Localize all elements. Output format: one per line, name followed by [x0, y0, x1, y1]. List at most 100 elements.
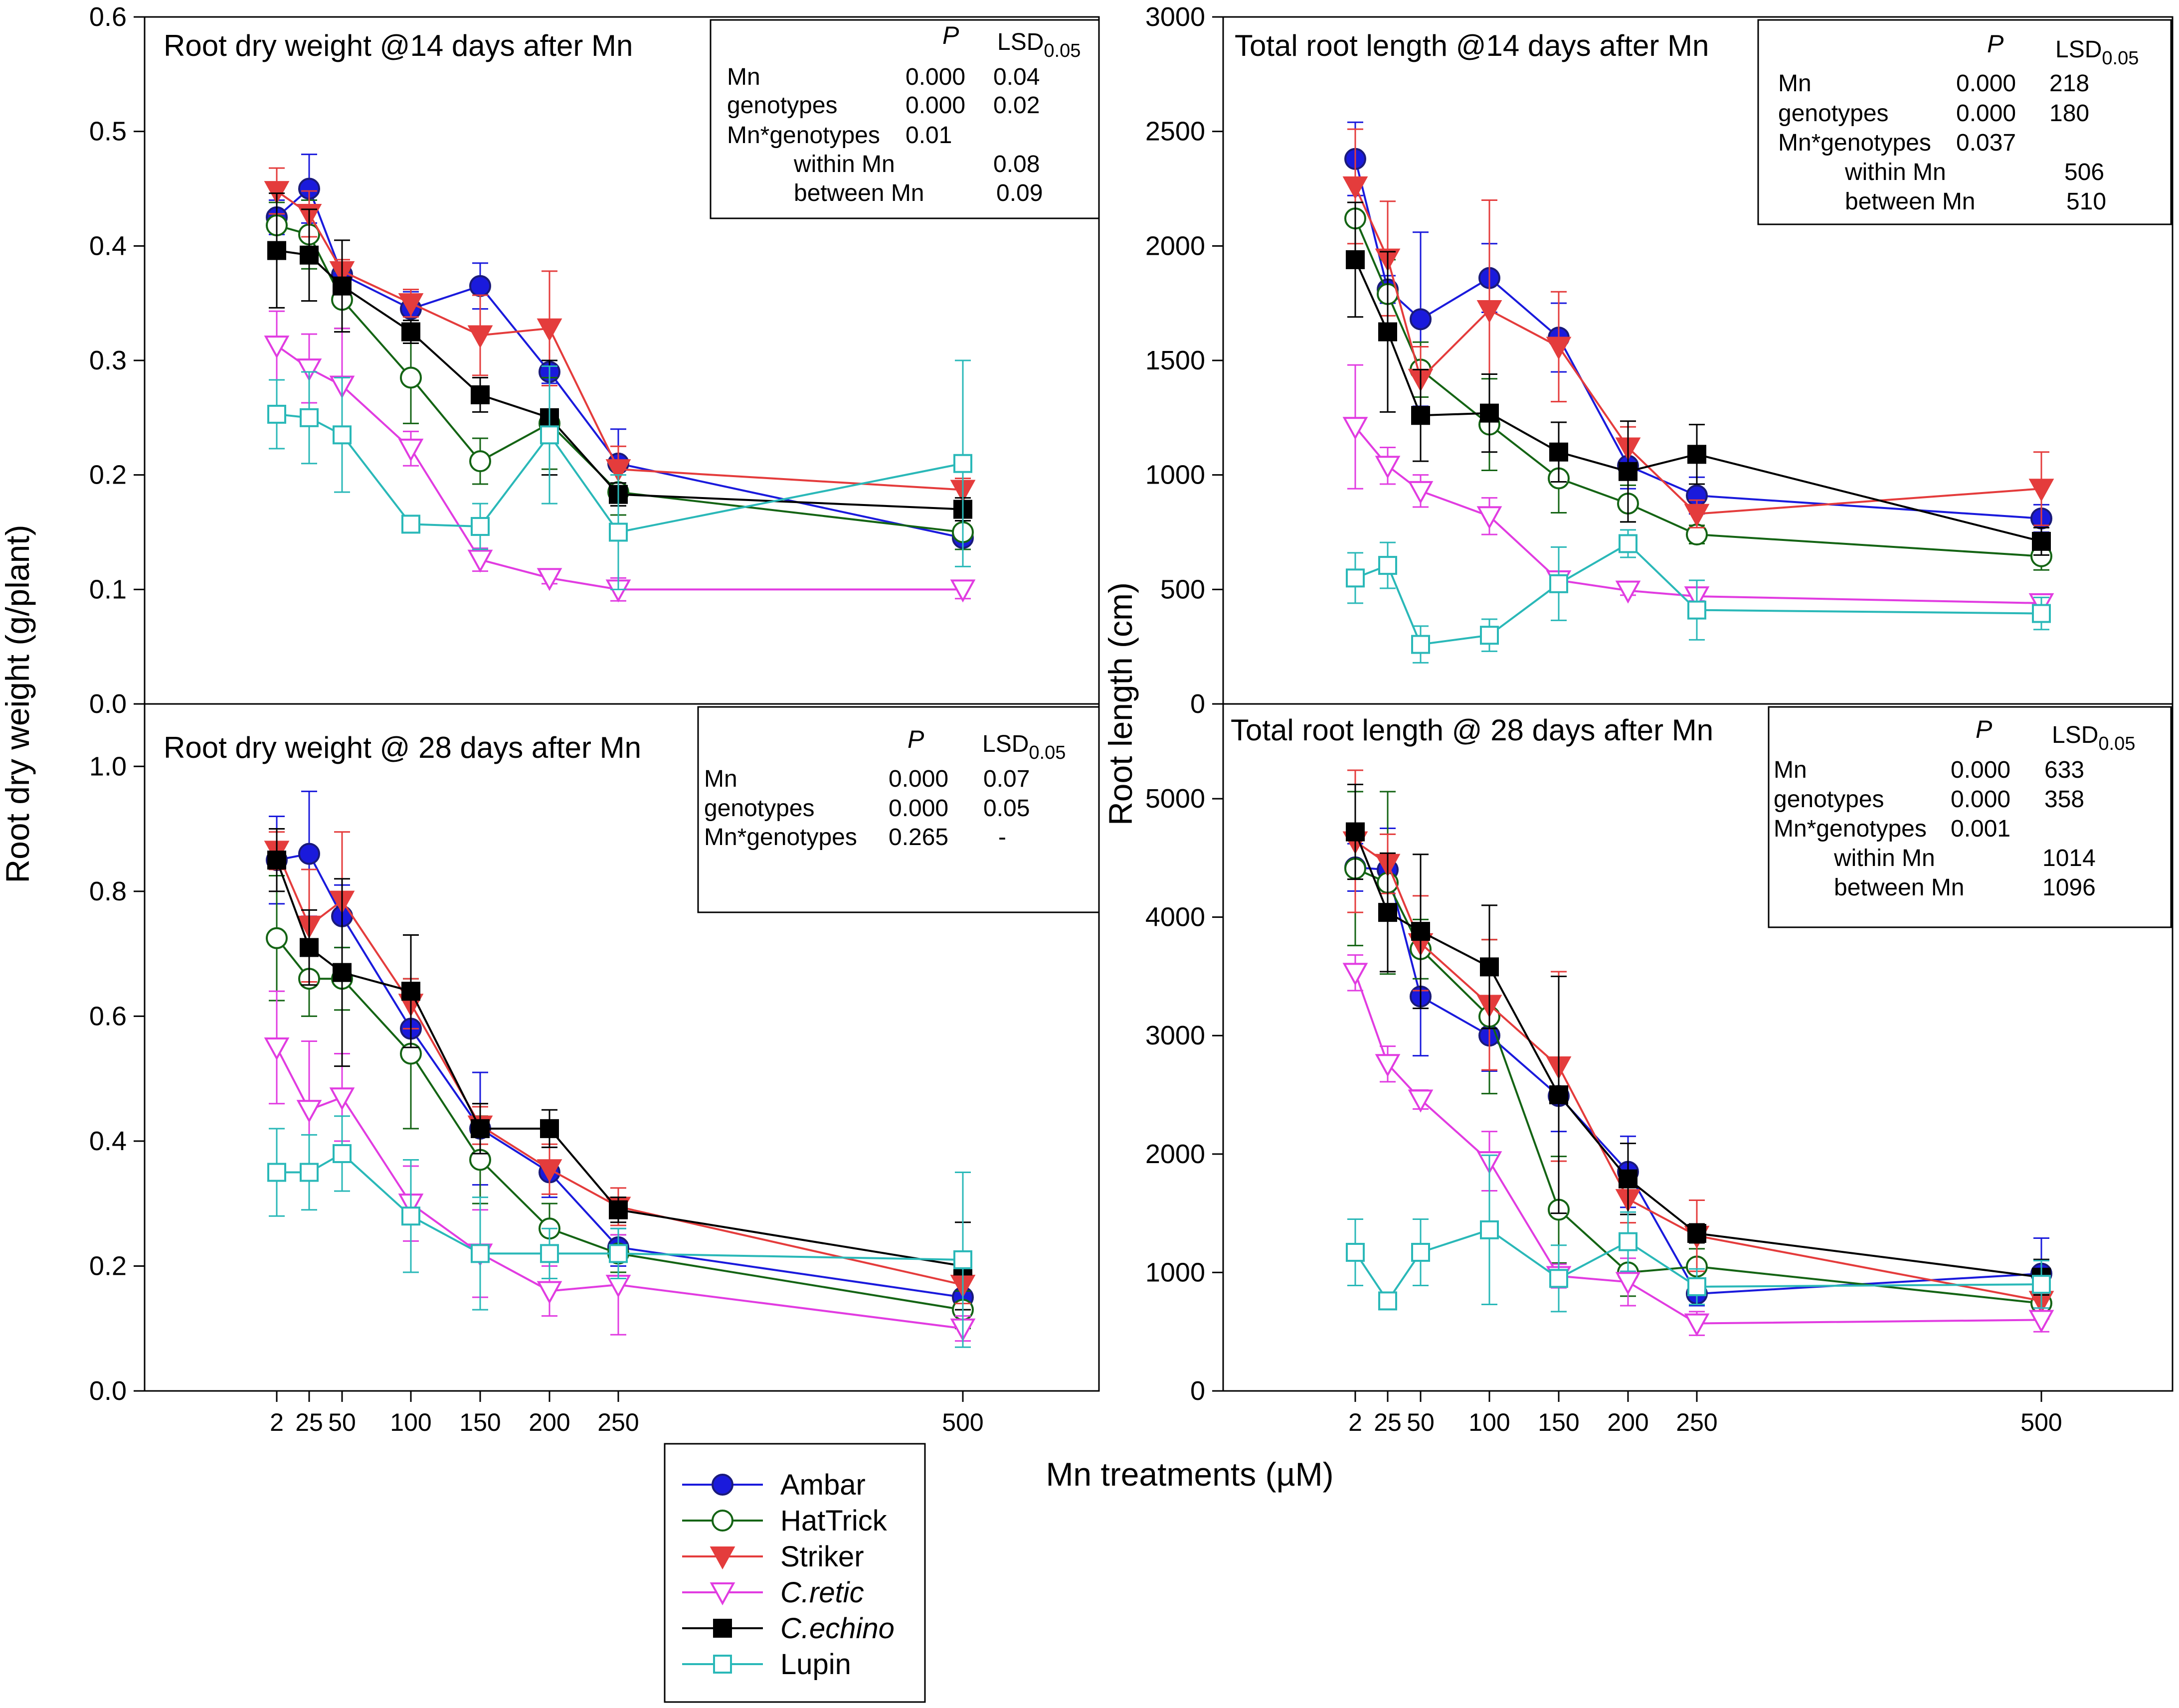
data-point — [300, 245, 319, 265]
legend-label: HatTrick — [780, 1505, 888, 1537]
data-point — [950, 579, 976, 603]
y-tick-label: 0 — [1190, 1376, 1205, 1406]
panel-title: Root dry weight @ 28 days after Mn — [164, 731, 641, 764]
stats-row-p: 0.000 — [906, 64, 965, 90]
data-point — [1476, 506, 1502, 529]
data-point — [296, 358, 322, 382]
series-c-echino — [1346, 201, 2051, 556]
data-point — [2028, 1310, 2054, 1333]
y-tick-label: 3000 — [1145, 2, 1205, 32]
stats-row-label: genotypes — [727, 92, 838, 119]
stats-row-label: Mn*genotypes — [1778, 130, 1931, 156]
y-tick-label: 2000 — [1145, 231, 1205, 261]
plot-frame — [1222, 703, 2174, 1392]
y-tick-label: 0 — [1190, 689, 1205, 719]
y-tick-label: 2000 — [1145, 1139, 1205, 1169]
y-axis: 0.0 0.1 0.2 0.3 0.4 0.5 0.6 — [89, 2, 145, 719]
series-line — [1354, 218, 2042, 557]
y-tick-label: 2500 — [1145, 117, 1205, 147]
data-point — [329, 1087, 355, 1111]
x-tick-label: 25 — [295, 1408, 323, 1436]
data-point — [1480, 957, 1499, 977]
data-point — [1480, 626, 1499, 645]
stats-header-p: P — [1976, 715, 1993, 743]
data-point — [2032, 1275, 2051, 1294]
legend-marker — [710, 1582, 735, 1606]
data-point — [1687, 1224, 1706, 1243]
panel-title: Total root length @14 days after Mn — [1235, 29, 1709, 62]
stats-row-label: Mn — [1778, 70, 1812, 97]
legend-marker — [712, 1474, 733, 1496]
data-point — [1408, 481, 1434, 504]
stats-row-label: Mn*genotypes — [704, 824, 857, 851]
x-tick-label: 200 — [529, 1408, 570, 1436]
axes: 0 1000 2000 3000 4000 5000 2 25 50 100 150 200 250 50… — [1145, 784, 2062, 1436]
data-point — [471, 385, 490, 404]
panel-title: Total root length @ 28 days after Mn — [1231, 713, 1713, 747]
stats-box — [697, 706, 1100, 913]
stats-row-p: 0.01 — [906, 122, 952, 149]
data-point — [1549, 442, 1568, 462]
stats-row-p: 0.000 — [1951, 786, 2010, 813]
stats-table: P LSD0.05 Mn 0.000 218 genotypes 0.000 1… — [1757, 19, 2172, 225]
stats-header-p: P — [1987, 30, 2004, 58]
stats-row-lsd: 180 — [2049, 100, 2089, 127]
x-tick-label: 50 — [328, 1408, 356, 1436]
stats-row-lsd: 218 — [2049, 70, 2089, 97]
stats-row-label: Mn*genotypes — [1774, 816, 1927, 842]
data-point — [267, 404, 286, 424]
stats-row-label: genotypes — [704, 795, 815, 822]
data-point — [333, 276, 352, 296]
data-point — [400, 366, 422, 389]
chart-marks — [264, 790, 976, 1348]
data-point — [1342, 963, 1368, 986]
data-point — [264, 336, 290, 359]
legend-box — [664, 1443, 926, 1703]
y-tick-label: 1000 — [1145, 1257, 1205, 1287]
data-point — [298, 843, 320, 865]
stats-row-lsd: 1014 — [2042, 845, 2096, 871]
data-point — [296, 1100, 322, 1123]
series-line — [276, 190, 963, 491]
data-point — [1375, 1054, 1401, 1077]
data-point — [267, 241, 286, 260]
data-point — [1378, 903, 1397, 922]
y-axis: 0 500 1000 1500 2000 2500 3000 — [1145, 2, 1223, 719]
data-point — [537, 318, 562, 342]
data-point — [1408, 1089, 1434, 1113]
legend: Ambar HatTrick Striker C.retic C.echino … — [664, 1443, 926, 1703]
y-tick-label: 0.6 — [89, 2, 127, 32]
stats-row-label: between Mn — [794, 180, 924, 206]
x-tick-label: 2 — [1348, 1408, 1362, 1436]
data-point — [540, 1119, 559, 1138]
x-tick-label: 50 — [1407, 1408, 1435, 1436]
stats-row-lsd: 506 — [2064, 159, 2104, 185]
data-point — [2032, 604, 2051, 623]
x-tick-label: 150 — [459, 1408, 501, 1436]
chart-marks — [1342, 769, 2054, 1337]
panel-root-dry-weight-14d: Root dry weight @14 days after Mn 0.0 0.1… — [89, 2, 1100, 719]
data-point — [469, 275, 491, 297]
stats-table: P LSD0.05 Mn 0.000 0.07 genotypes 0.000 … — [697, 706, 1100, 913]
data-point — [467, 549, 493, 573]
chart-marks — [264, 154, 976, 603]
data-point — [2028, 479, 2054, 502]
y-tick-label: 500 — [1160, 574, 1205, 604]
stats-row-p: 0.000 — [1956, 70, 2016, 97]
data-point — [1346, 1243, 1365, 1262]
plot-frame — [144, 703, 1100, 1392]
data-point — [1687, 445, 1706, 464]
data-point — [1375, 456, 1401, 479]
data-point — [540, 1244, 559, 1263]
axes: 0.0 0.2 0.4 0.6 0.8 1.0 2 25 50 100 150 200 250 500 — [89, 751, 984, 1436]
y-tick-label: 0.8 — [89, 876, 127, 906]
x-tick-label: 150 — [1538, 1408, 1579, 1436]
data-point — [1549, 1085, 1568, 1105]
y-tick-label: 0.0 — [89, 689, 127, 719]
series-line — [1355, 542, 2042, 646]
stats-row-label: Mn — [727, 64, 760, 90]
data-point — [1378, 556, 1397, 575]
data-point — [1615, 580, 1641, 604]
data-point — [469, 450, 491, 473]
legend-label: Lupin — [780, 1648, 851, 1681]
